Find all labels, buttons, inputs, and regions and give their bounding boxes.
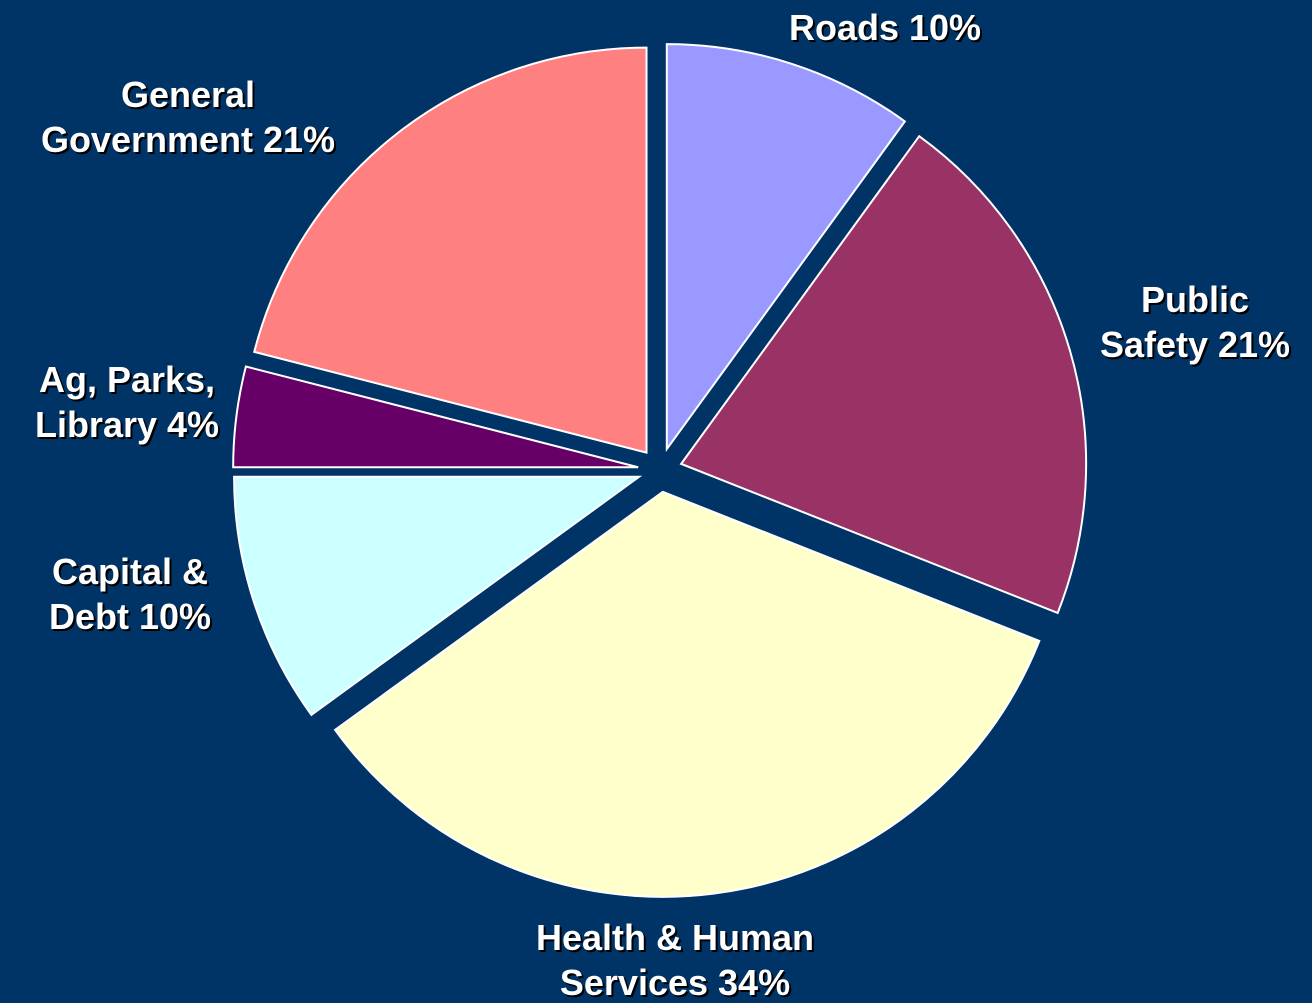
value-label: 21% [263,119,335,160]
label-line: Health & Human [536,917,814,958]
pie-slice [333,490,1041,898]
label-line: Library [35,404,167,445]
value-label: 10% [139,596,211,637]
label-line: Capital & [52,551,208,592]
pie-slice [232,365,639,469]
label-line: Debt [49,596,139,637]
value-label: 10% [909,7,981,48]
pie-slice [233,475,643,717]
pie-slice [679,134,1088,615]
value-label: 34% [718,962,790,1003]
label-line: Ag, Parks, [39,359,215,400]
value-label: 4% [167,404,219,445]
pie-slice [253,46,648,454]
pie-slice [665,43,907,453]
label-line: Public [1141,279,1249,320]
label-line: Safety [1100,324,1218,365]
label-line: Government [41,119,263,160]
label-line: Services [560,962,718,1003]
slice-label: Capital & Debt 10% [49,551,211,637]
label-line: General [121,74,255,115]
slice-label: Roads 10% [789,7,981,48]
slice-label: General Government 21% [41,74,335,160]
value-label: 21% [1218,324,1290,365]
slice-label: Ag, Parks, Library 4% [35,359,219,445]
label-line: Roads [789,7,909,48]
slice-label: Public Safety 21% [1100,279,1290,365]
slice-label: Health & Human Services 34% [536,917,814,1003]
